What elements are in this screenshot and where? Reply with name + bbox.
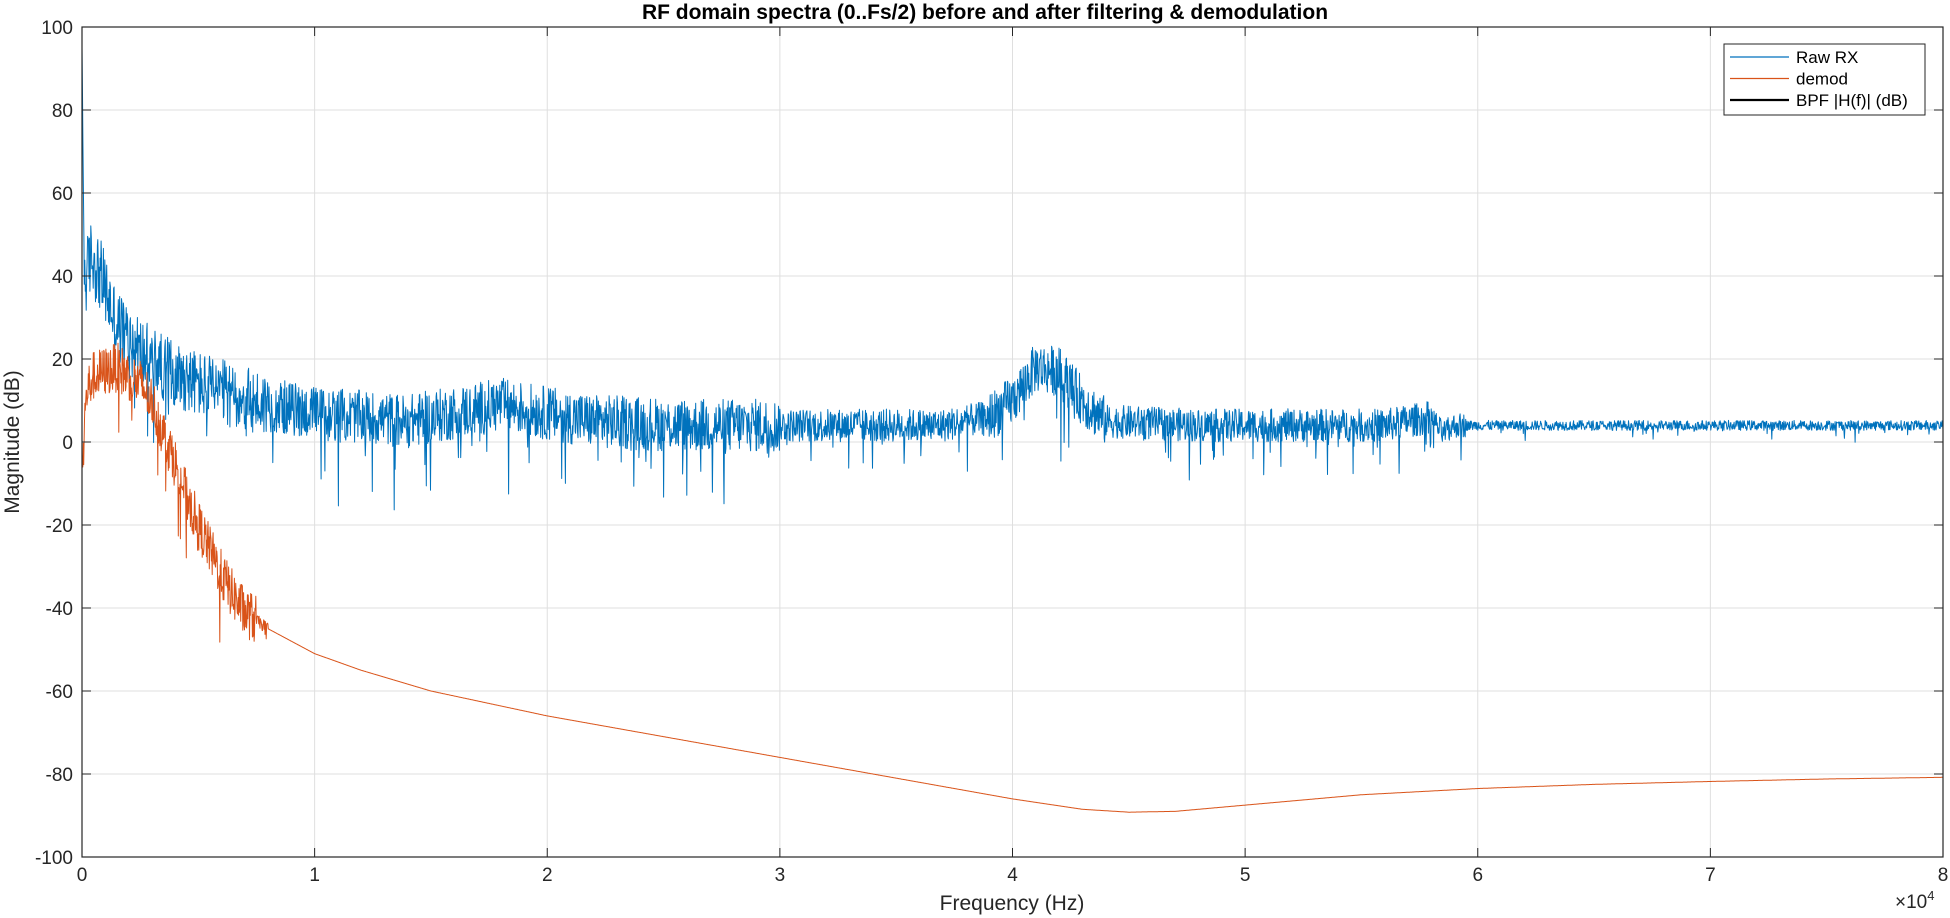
x-axis-label: Frequency (Hz) (940, 892, 1085, 915)
y-tick-label-8: 60 (52, 184, 73, 205)
x-tick-label-2: 2 (542, 865, 553, 886)
y-axis-label: Magnitude (dB) (1, 370, 24, 514)
x-multiplier-exponent: 4 (1927, 888, 1934, 903)
legend-label-0: Raw RX (1796, 48, 1858, 67)
x-multiplier-base: ×10 (1895, 892, 1927, 913)
legend: Raw RX demod BPF |H(f)| (dB) (1723, 43, 1926, 116)
x-tick-label-7: 7 (1705, 865, 1716, 886)
grid-lines (81, 26, 1944, 858)
x-tick-label-3: 3 (775, 865, 786, 886)
y-tick-label-9: 80 (52, 101, 73, 122)
legend-label-2: BPF |H(f)| (dB) (1796, 91, 1908, 110)
tick-labels: 0 1 2 3 4 5 6 7 8 -100 -80 -60 -40 -20 0 20 40 60 80 100 (35, 18, 1948, 886)
legend-label-1: demod (1796, 70, 1848, 89)
y-tick-label-5: 0 (62, 433, 73, 454)
x-tick-label-5: 5 (1240, 865, 1251, 886)
y-tick-label-4: -20 (46, 516, 73, 537)
series-line-demod (81, 342, 1943, 813)
x-axis-multiplier: ×104 (1895, 888, 1934, 913)
tick-marks (81, 26, 1944, 858)
y-tick-label-10: 100 (41, 18, 73, 39)
y-tick-label-1: -80 (46, 765, 73, 786)
x-tick-label-0: 0 (77, 865, 88, 886)
x-tick-label-6: 6 (1472, 865, 1483, 886)
y-tick-label-3: -40 (46, 599, 73, 620)
x-tick-label-8: 8 (1938, 865, 1949, 886)
y-tick-label-2: -60 (46, 682, 73, 703)
y-tick-label-7: 40 (52, 267, 73, 288)
x-tick-label-4: 4 (1007, 865, 1018, 886)
y-tick-label-6: 20 (52, 350, 73, 371)
x-tick-label-1: 1 (309, 865, 320, 886)
chart-title: RF domain spectra (0..Fs/2) before and a… (642, 1, 1328, 24)
legend-box (1723, 43, 1926, 116)
series-line-raw-rx (81, 47, 1944, 511)
series-layer (81, 47, 1944, 813)
y-tick-label-0: -100 (35, 848, 73, 869)
